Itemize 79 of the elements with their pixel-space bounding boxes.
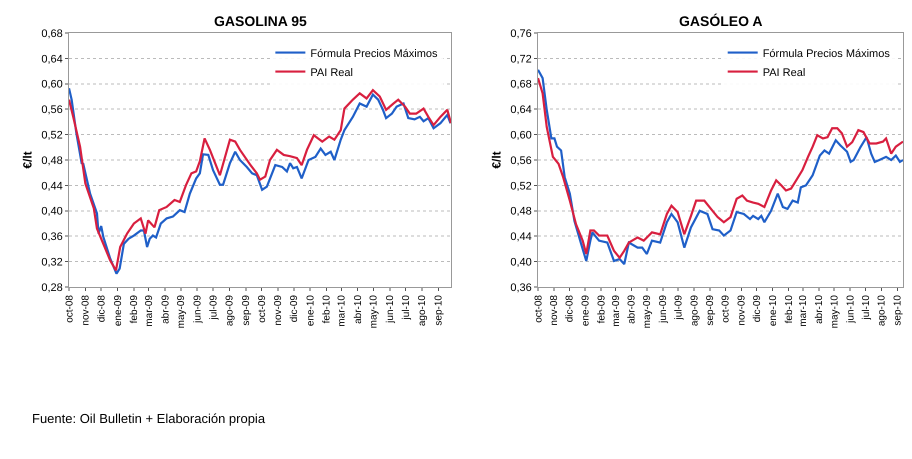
y-tick-label: 0,56 [41,104,63,116]
x-tick-label: abr-10 [352,294,364,324]
x-tick-label: ene-09 [580,294,592,326]
x-tick-label: mar-09 [144,294,155,327]
y-tick-label: 0,32 [41,256,63,268]
source-note: Fuente: Oil Bulletin + Elaboración propia [32,411,266,426]
x-tick-label: ago-09 [224,294,236,326]
x-tick-label: dic-09 [289,294,300,322]
x-tick-label: jul-09 [673,294,684,320]
y-tick-label: 0,52 [510,180,532,192]
x-tick-label: abr-10 [814,294,826,324]
x-tick-label: may-09 [176,294,188,328]
y-tick-label: 0,44 [41,180,63,192]
x-tick-label: abr-09 [160,294,172,324]
x-tick-label: may-10 [829,294,840,328]
legend-label: PAI Real [762,66,806,79]
y-tick-label: 0,44 [510,231,532,244]
x-tick-label: sep-09 [241,294,252,326]
x-tick-label: oct-08 [533,294,544,323]
x-tick-label: ago-10 [417,294,428,326]
x-tick-label: mar-09 [610,294,622,327]
x-tick-label: nov-08 [549,294,560,326]
y-tick-label: 0,64 [510,104,532,116]
x-tick-label: mar-10 [798,294,810,327]
y-tick-label: 0,68 [510,78,532,91]
y-tick-label: 0,36 [41,231,63,244]
y-tick-label: 0,68 [41,28,63,40]
y-tick-label: 0,48 [510,206,532,218]
legend-label: PAI Real [310,66,353,79]
y-tick-label: 0,64 [41,53,63,66]
y-tick-label: 0,52 [41,129,63,142]
x-tick-label: dic-08 [564,294,576,322]
y-tick-label: 0,28 [41,282,63,294]
y-tick-label: 0,48 [41,154,63,167]
chart-title: GASOLINA 95 [214,13,308,29]
x-tick-label: abr-09 [626,294,638,324]
y-tick-label: 0,76 [510,28,532,40]
x-tick-label: mar-10 [336,294,348,327]
legend-label: Fórmula Precios Máximos [762,48,890,60]
chart-title: GASÓLEO A [679,13,762,29]
x-tick-label: jun-09 [192,294,204,324]
x-tick-label: jun-10 [385,294,396,324]
x-tick-label: ago-10 [876,294,888,326]
x-tick-label: ene-10 [768,294,779,326]
y-tick-label: 0,56 [510,154,532,167]
x-tick-label: dic-09 [752,294,763,322]
x-tick-label: feb-09 [129,294,140,324]
x-tick-label: may-10 [368,294,380,328]
x-tick-label: oct-08 [64,294,76,323]
y-axis-title: €/lt [490,151,504,169]
x-tick-label: may-09 [642,294,654,328]
x-tick-label: nov-09 [273,294,284,326]
y-tick-label: 0,36 [510,282,532,294]
x-tick-label: ene-10 [305,294,316,326]
x-tick-label: jul-10 [860,294,872,320]
x-tick-label: sep-09 [705,294,716,326]
y-tick-label: 0,60 [41,78,63,91]
x-tick-label: ago-09 [689,294,700,326]
x-tick-label: feb-10 [322,294,333,324]
y-axis-title: €/lt [20,151,35,169]
x-tick-label: sep-10 [434,294,445,326]
x-tick-label: ene-09 [112,294,124,326]
y-tick-label: 0,60 [510,129,532,142]
x-tick-label: jul-10 [400,294,412,320]
x-tick-label: oct-09 [720,294,732,323]
x-tick-label: jul-09 [208,294,220,320]
x-tick-label: dic-08 [96,294,108,322]
y-tick-label: 0,72 [510,53,532,66]
y-tick-label: 0,40 [510,256,532,268]
y-tick-label: 0,40 [41,206,63,218]
x-tick-label: nov-08 [80,294,92,326]
x-tick-label: sep-10 [892,294,904,326]
x-tick-label: jun-09 [658,294,669,324]
x-tick-label: feb-09 [596,294,608,324]
x-tick-label: jun-10 [845,294,856,324]
x-tick-label: feb-10 [784,294,795,324]
x-tick-label: oct-09 [256,294,268,323]
x-tick-label: nov-09 [736,294,748,326]
legend-label: Fórmula Precios Máximos [310,48,438,60]
